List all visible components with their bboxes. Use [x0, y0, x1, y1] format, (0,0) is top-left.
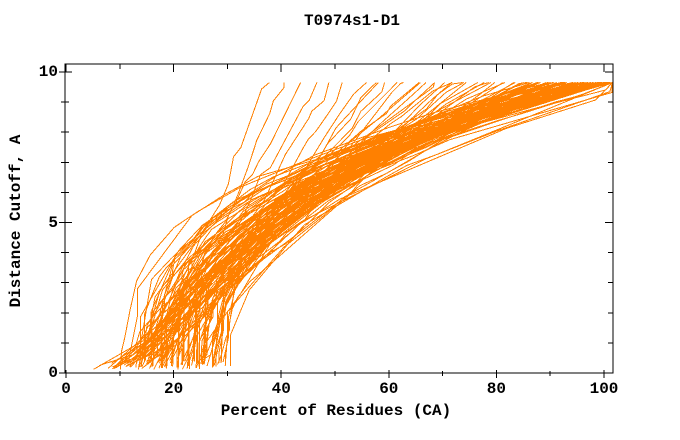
model-curve	[147, 82, 603, 362]
x-tick-label: 80	[486, 380, 506, 398]
model-curve	[172, 82, 533, 367]
model-curve	[159, 82, 579, 361]
model-curve	[140, 82, 538, 368]
y-tick-label: 0	[48, 364, 58, 382]
x-tick-label: 40	[271, 380, 291, 398]
x-tick-label: 100	[589, 380, 619, 398]
model-curves	[93, 82, 614, 370]
model-curve	[200, 82, 562, 365]
model-curve	[222, 82, 551, 363]
x-tick-label: 60	[379, 380, 399, 398]
x-tick-label: 20	[163, 380, 184, 398]
model-curve	[187, 82, 539, 365]
model-curve	[146, 82, 549, 365]
model-curve	[199, 82, 579, 361]
model-curve	[224, 82, 610, 367]
model-curve	[178, 82, 589, 368]
model-curve	[229, 82, 613, 366]
model-curve	[213, 82, 613, 362]
plot-frame	[59, 63, 614, 378]
chart-title: T0974s1-D1	[303, 12, 401, 30]
model-curve	[191, 82, 593, 362]
y-tick-label: 10	[38, 63, 58, 81]
model-curve	[195, 82, 614, 369]
x-tick-label: 0	[61, 380, 71, 398]
model-curve	[215, 82, 599, 367]
model-curve	[158, 82, 613, 369]
model-curve	[201, 82, 610, 364]
model-curve	[146, 82, 453, 363]
model-curve	[119, 82, 597, 370]
model-curve	[141, 82, 608, 367]
y-tick-label: 5	[48, 213, 58, 232]
model-curve	[188, 82, 613, 367]
model-curve	[203, 82, 614, 365]
model-curve	[206, 82, 613, 367]
x-axis-label: Percent of Residues (CA)	[220, 402, 452, 420]
model-curve	[151, 82, 599, 367]
model-curve	[212, 82, 602, 362]
